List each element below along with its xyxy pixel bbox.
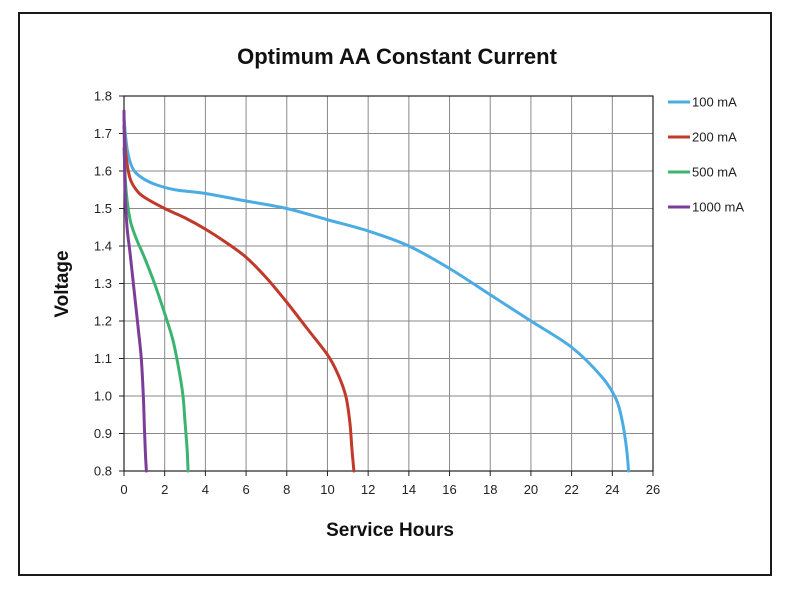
y-tick-label: 1.6: [94, 164, 112, 179]
x-tick-label: 14: [402, 482, 416, 497]
y-tick-label: 1.0: [94, 389, 112, 404]
series-line-1000-ma: [122, 109, 148, 473]
y-tick-label: 1.3: [94, 276, 112, 291]
legend-label-100-ma: 100 mA: [692, 95, 737, 110]
x-tick-label: 6: [242, 482, 249, 497]
x-tick-label: 16: [442, 482, 456, 497]
x-tick-label: 2: [161, 482, 168, 497]
y-tick-label: 1.2: [94, 314, 112, 329]
series-line-500-ma: [122, 147, 190, 473]
x-axis-title: Service Hours: [326, 520, 454, 541]
x-tick-label: 12: [361, 482, 375, 497]
chart-frame: [18, 12, 772, 576]
y-tick-label: 1.1: [94, 351, 112, 366]
y-tick-label: 1.4: [94, 239, 112, 254]
x-tick-label: 4: [202, 482, 209, 497]
x-tick-label: 8: [283, 482, 290, 497]
x-tick-label: 20: [524, 482, 538, 497]
y-tick-label: 0.9: [94, 426, 112, 441]
y-tick-label: 0.8: [94, 464, 112, 479]
x-tick-label: 10: [320, 482, 334, 497]
x-tick-label: 0: [120, 482, 127, 497]
chart-title: Optimum AA Constant Current: [237, 44, 557, 69]
x-tick-label: 26: [646, 482, 660, 497]
y-tick-label: 1.8: [94, 89, 112, 104]
y-axis-title: Voltage: [52, 250, 73, 317]
series-lines: [122, 109, 631, 473]
series-line-100-ma: [122, 117, 631, 473]
x-tick-label: 22: [564, 482, 578, 497]
series-line-200-ma: [122, 124, 356, 473]
legend: 100 mA 200 mA 500 mA 1000 mA: [668, 95, 744, 215]
x-tick-label: 18: [483, 482, 497, 497]
legend-label-200-ma: 200 mA: [692, 130, 737, 145]
legend-label-1000-ma: 1000 mA: [692, 200, 744, 215]
y-tick-label: 1.7: [94, 126, 112, 141]
legend-label-500-ma: 500 mA: [692, 165, 737, 180]
y-tick-label: 1.5: [94, 201, 112, 216]
x-tick-label: 24: [605, 482, 619, 497]
tick-labels: 0 2 4 6 8 10 12 14 16 18 20 22 24 260.80.91.01.11.21.…: [94, 89, 660, 498]
